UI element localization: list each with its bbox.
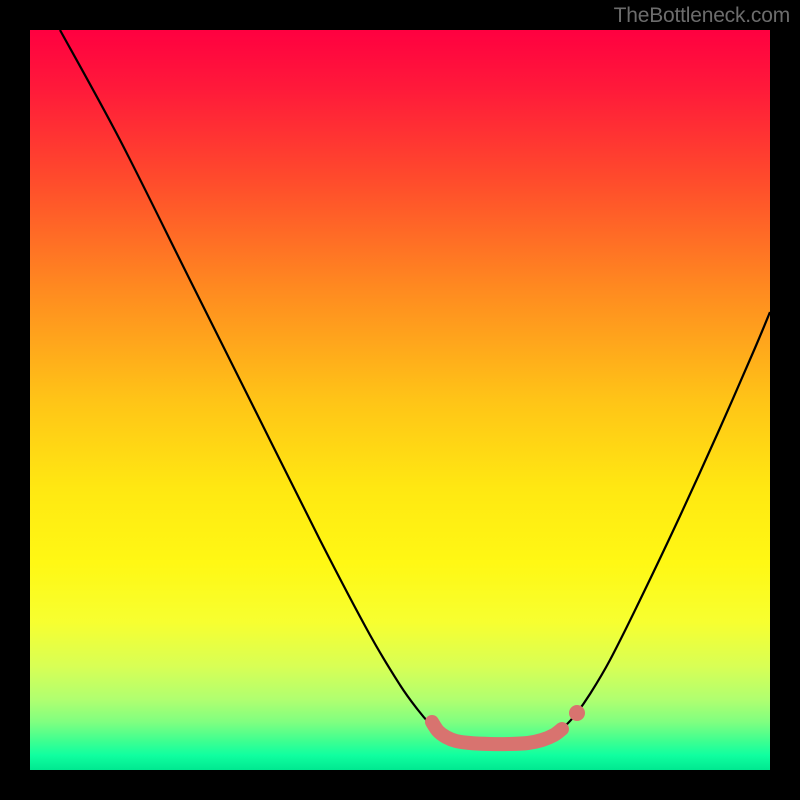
watermark-text: TheBottleneck.com — [614, 4, 790, 28]
bottleneck-curve-chart — [0, 0, 800, 800]
chart-container: TheBottleneck.com — [0, 0, 800, 800]
marker-end-dot — [569, 705, 585, 721]
plot-area — [30, 30, 770, 770]
